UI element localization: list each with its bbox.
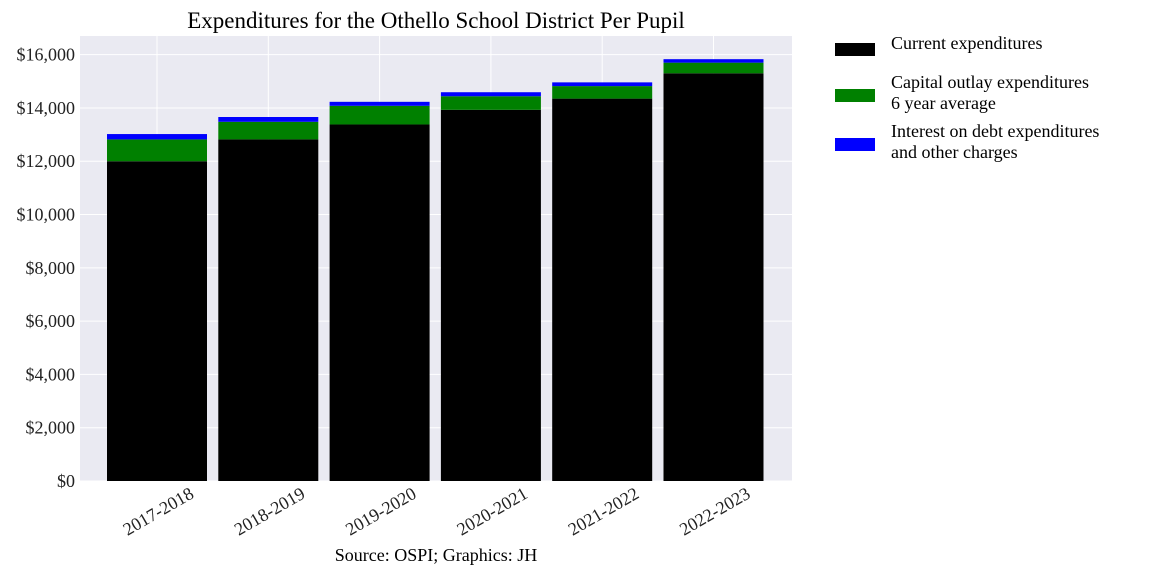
- bar-segment-capital-outlay: [107, 139, 207, 162]
- bar-segment-interest-debt: [107, 134, 207, 140]
- legend-label: Interest on debt expenditures and other c…: [891, 121, 1099, 162]
- legend-label: Capital outlay expenditures 6 year averag…: [891, 72, 1089, 113]
- bar-segment-current: [663, 73, 764, 481]
- y-tick-label: $16,000: [17, 45, 76, 65]
- bar-segment-interest-debt: [440, 92, 541, 97]
- bar-segment-interest-debt: [552, 82, 653, 87]
- bar-segment-interest-debt: [663, 59, 764, 63]
- bar-segment-current: [329, 124, 430, 481]
- legend-swatch: [835, 138, 875, 151]
- x-tick-label: 2019-2020: [342, 483, 420, 539]
- y-tick-label: $12,000: [17, 151, 76, 171]
- y-tick-label: $2,000: [26, 418, 76, 438]
- bar-segment-capital-outlay: [329, 105, 430, 125]
- x-tick-label: 2018-2019: [231, 483, 309, 539]
- bar-segment-capital-outlay: [440, 96, 541, 110]
- x-tick-label: 2017-2018: [119, 483, 197, 539]
- y-tick-label: $0: [57, 471, 75, 491]
- y-tick-label: $6,000: [26, 311, 76, 331]
- legend-label: Current expenditures: [891, 33, 1042, 53]
- legend-swatch: [835, 89, 875, 102]
- bar-segment-capital-outlay: [663, 62, 764, 74]
- x-tick-label: 2021-2022: [565, 483, 643, 539]
- chart-title: Expenditures for the Othello School Dist…: [187, 8, 685, 33]
- source-note: Source: OSPI; Graphics: JH: [335, 545, 537, 565]
- y-tick-label: $14,000: [17, 98, 76, 118]
- bar-segment-interest-debt: [329, 101, 430, 106]
- y-tick-label: $10,000: [17, 205, 76, 225]
- bar-segment-current: [552, 98, 653, 482]
- y-axis-ticks: $0 $2,000 $4,000 $6,000 $8,000 $10,000 $12,000…: [17, 45, 76, 491]
- bar-segment-interest-debt: [218, 117, 319, 122]
- legend: Current expenditures Capital outlay expen…: [835, 33, 1099, 162]
- bar-segment-capital-outlay: [218, 121, 319, 140]
- bar-segment-capital-outlay: [552, 86, 653, 99]
- y-tick-label: $4,000: [26, 364, 76, 384]
- y-tick-label: $8,000: [26, 258, 76, 278]
- x-tick-label: 2022-2023: [676, 483, 754, 539]
- legend-swatch: [835, 43, 875, 56]
- x-axis-ticks: 2017-2018 2018-2019 2019-2020 2020-2021 2021…: [119, 483, 753, 539]
- bar-segment-current: [440, 109, 541, 482]
- bar-segment-current: [107, 161, 207, 482]
- bar-segment-current: [218, 139, 319, 481]
- bars: [107, 59, 764, 482]
- x-tick-label: 2020-2021: [453, 483, 531, 539]
